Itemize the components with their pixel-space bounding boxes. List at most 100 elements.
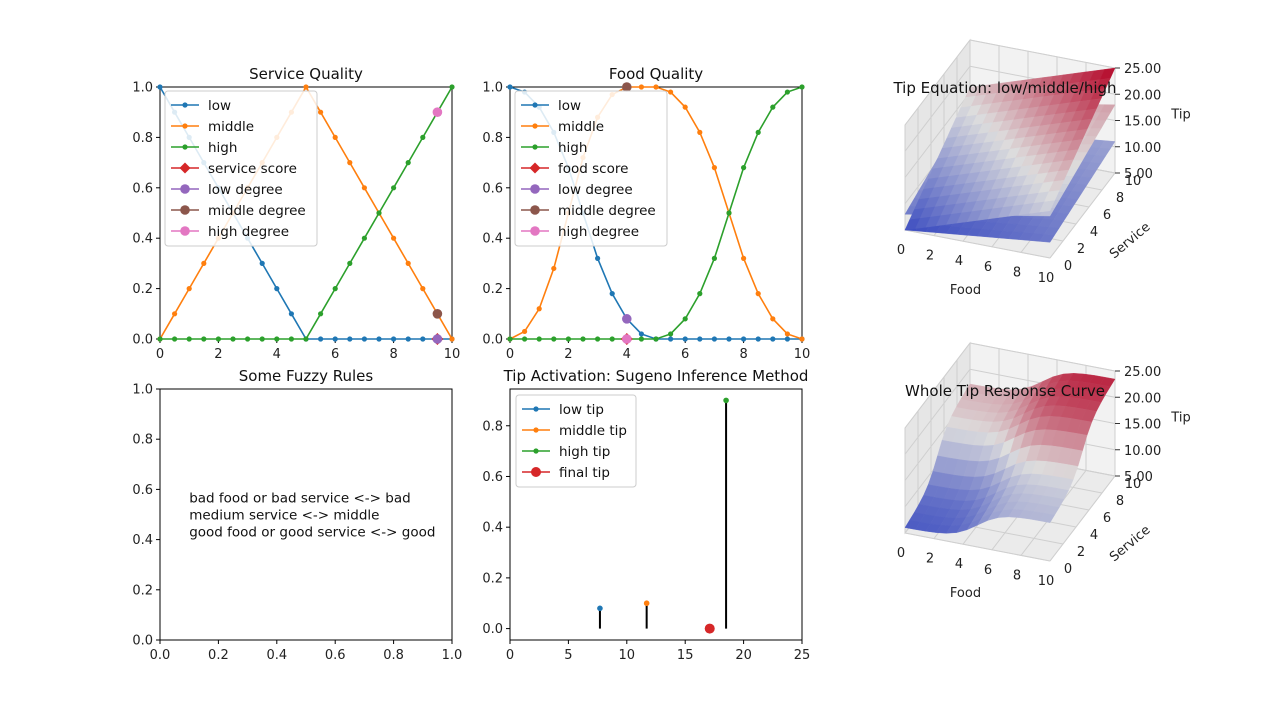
rules-chart-title: Some Fuzzy Rules bbox=[239, 367, 374, 385]
tip-activation-chart-xtick-label: 0 bbox=[506, 648, 514, 663]
tip-activation-legend-box bbox=[515, 394, 637, 488]
service-chart-legend-marker bbox=[182, 123, 188, 129]
whole-tip-chart-ytick-label: 8 bbox=[1116, 494, 1124, 509]
tip-activation-chart-title: Tip Activation: Sugeno Inference Method bbox=[503, 367, 809, 385]
food-chart-legend-marker bbox=[532, 102, 538, 108]
food-chart-series-low-point bbox=[668, 336, 674, 342]
whole-tip-chart-ylabel: Service bbox=[1107, 523, 1153, 565]
rules-chart-xtick-label: 0.6 bbox=[325, 648, 346, 663]
service-chart-ytick-label: 0.6 bbox=[132, 181, 153, 196]
food-chart-legend-marker bbox=[532, 123, 538, 129]
rules-text-line: medium service <-> middle bbox=[189, 508, 379, 524]
tip-equation-chart-ytick-label: 8 bbox=[1116, 191, 1124, 206]
food-chart-series-low-point bbox=[697, 336, 703, 342]
food-chart-marker-middle-degree bbox=[622, 82, 632, 92]
service-chart-legend-label: low degree bbox=[208, 182, 283, 198]
tip-activation-chart-ytick-label: 0.0 bbox=[482, 622, 503, 637]
rules-chart-xtick-label: 0.8 bbox=[383, 648, 404, 663]
service-chart-series-high-point bbox=[420, 134, 426, 140]
food-chart-series-middle-point bbox=[522, 328, 528, 335]
whole-tip-chart-axes: 0 2 4 6 8 10Food0246810Service5.0010.0015.002… bbox=[897, 341, 1191, 601]
food-chart-legend-marker bbox=[530, 184, 540, 194]
tip-equation-chart-axes: 0 2 4 6 8 10Food0246810Service5.0010.0015.002… bbox=[892, 38, 1191, 298]
tip-equation-chart-grid bbox=[904, 65, 971, 152]
rules-chart-ytick-label: 0.0 bbox=[132, 634, 153, 649]
service-chart-series-high-point bbox=[288, 336, 294, 342]
food-chart-series-middle-point bbox=[784, 331, 791, 337]
service-chart-series-high-point bbox=[449, 84, 455, 90]
tip-activation-chart-frame bbox=[509, 388, 803, 641]
whole-tip-chart-ztick-label: 15.00 bbox=[1124, 418, 1161, 433]
food-chart-series-high-point bbox=[697, 291, 703, 297]
service-chart-ytick-label: 0.0 bbox=[132, 333, 153, 348]
whole-tip-chart-title: Whole Tip Response Curve bbox=[905, 382, 1105, 400]
rules-chart-frame bbox=[159, 388, 453, 641]
food-chart-legend-marker bbox=[529, 162, 541, 174]
service-chart-ytick-label: 0.4 bbox=[132, 232, 153, 247]
whole-tip-chart-xtick-label: 0 bbox=[897, 546, 905, 561]
service-chart-legend-label: middle degree bbox=[208, 203, 306, 219]
food-chart-axes: 0 2 4 6 8 10 0.0 0.2 0.4 0.6 0.8 1.0 Food Quality low… bbox=[482, 65, 810, 362]
rules-chart-xtick-label: 1.0 bbox=[442, 648, 463, 663]
food-chart-series-middle-point bbox=[697, 129, 703, 135]
food-chart-series-middle-point bbox=[711, 165, 718, 171]
tip-activation-chart-ytick-label: 0.2 bbox=[482, 571, 503, 586]
rules-chart-ytick-label: 0.4 bbox=[132, 533, 153, 548]
food-chart-series-low-point bbox=[755, 336, 761, 342]
food-chart-xtick-label: 0 bbox=[506, 347, 514, 362]
service-chart-series-middle-point bbox=[303, 84, 309, 90]
food-chart-series-low-point bbox=[770, 336, 776, 342]
whole-tip-chart-grid bbox=[904, 342, 971, 429]
service-chart-xtick-label: 4 bbox=[273, 347, 281, 362]
service-chart-series-high-point bbox=[347, 260, 353, 266]
food-chart-title: Food Quality bbox=[609, 65, 703, 83]
food-chart-series-high-point bbox=[668, 331, 674, 337]
service-chart-series-high-point bbox=[230, 336, 236, 342]
service-chart-series-middle-point bbox=[347, 160, 353, 166]
service-chart-legend-marker bbox=[182, 102, 188, 108]
food-chart-series-high-point bbox=[653, 336, 659, 342]
rules-chart-ytick-label: 0.2 bbox=[132, 583, 153, 598]
tip-equation-chart-ytick-label: 6 bbox=[1103, 208, 1111, 223]
food-chart-series-high-point bbox=[784, 89, 791, 95]
food-chart-series-high-point bbox=[799, 84, 805, 90]
food-chart-series-low-point bbox=[726, 336, 732, 342]
food-chart-series-middle-point bbox=[668, 89, 674, 95]
food-chart-series-high-point bbox=[609, 336, 615, 342]
tip-equation-chart-grid bbox=[1049, 172, 1116, 259]
tip-equation-chart-ztick-label: 20.00 bbox=[1124, 88, 1161, 103]
tip-activation-chart-xtick-label: 10 bbox=[619, 648, 636, 663]
rules-chart-xtick-label: 0.4 bbox=[266, 648, 287, 663]
tip-equation-chart-xtick-label: 2 bbox=[926, 249, 934, 264]
food-chart-series-middle-point bbox=[638, 84, 645, 90]
tip-equation-chart-surface-high-facet bbox=[1039, 200, 1055, 213]
whole-tip-chart-xtick-label: 10 bbox=[1038, 574, 1055, 589]
service-chart-series-low-point bbox=[391, 336, 397, 342]
tip-equation-chart-ytick-label: 2 bbox=[1077, 242, 1085, 257]
service-chart-series-high-point bbox=[376, 210, 382, 216]
service-chart-legend-label: service score bbox=[208, 161, 297, 177]
service-chart-ytick-label: 0.2 bbox=[132, 282, 153, 297]
service-chart-series-high-point bbox=[259, 336, 265, 342]
tip-equation-chart-ztick-label: 5.00 bbox=[1124, 167, 1153, 182]
food-chart-series-middle-point bbox=[682, 104, 688, 110]
food-chart-series-middle-point bbox=[770, 316, 776, 322]
food-chart-xtick-label: 10 bbox=[794, 347, 811, 362]
tip-activation-chart-xtick-label: 15 bbox=[677, 648, 694, 663]
rules-chart-xtick-label: 0.2 bbox=[208, 648, 229, 663]
tip-activation-legend-marker bbox=[533, 427, 539, 433]
service-chart-marker-low-degree bbox=[432, 334, 443, 344]
food-chart-legend-label: high degree bbox=[558, 224, 639, 240]
food-chart-ytick-label: 0.2 bbox=[482, 282, 503, 297]
service-chart-xtick-label: 2 bbox=[214, 347, 222, 362]
service-chart-series-high-point bbox=[157, 336, 163, 342]
service-chart-series-low-point bbox=[405, 336, 411, 342]
whole-tip-chart-xtick-label: 2 bbox=[926, 552, 934, 567]
service-chart-series-middle-point bbox=[332, 134, 338, 140]
tip-activation-chart-xtick-label: 20 bbox=[735, 648, 752, 663]
food-chart-series-high-point bbox=[741, 165, 747, 171]
whole-tip-chart-grid bbox=[1049, 475, 1116, 562]
service-chart-xtick-label: 0 bbox=[156, 347, 164, 362]
tip-activation-chart-xtick-label: 25 bbox=[794, 648, 811, 663]
